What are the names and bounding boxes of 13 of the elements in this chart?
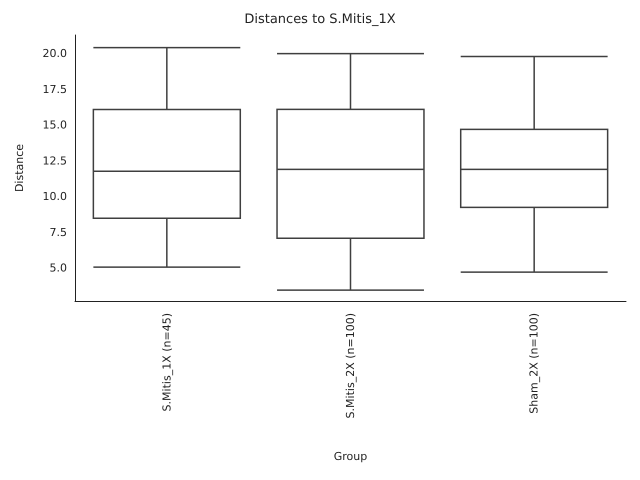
x-axis-title: Group [334, 450, 368, 463]
x-tick-label: Sham_2X (n=100) [528, 313, 541, 414]
x-tick-label: S.Mitis_1X (n=45) [160, 313, 174, 412]
y-tick-label: 10.0 [42, 190, 67, 204]
y-tick-label: 17.5 [42, 82, 67, 96]
y-tick-label: 20.0 [42, 47, 67, 60]
y-tick-label: 5.0 [50, 262, 67, 275]
chart-title: Distances to S.Mitis_1X [244, 12, 396, 27]
y-axis-title: Distance [13, 144, 26, 192]
x-tick-label: S.Mitis_2X (n=100) [344, 313, 357, 418]
y-tick-label: 12.5 [42, 154, 67, 168]
y-tick-label: 7.5 [50, 226, 67, 239]
y-tick-label: 15.0 [42, 118, 67, 132]
